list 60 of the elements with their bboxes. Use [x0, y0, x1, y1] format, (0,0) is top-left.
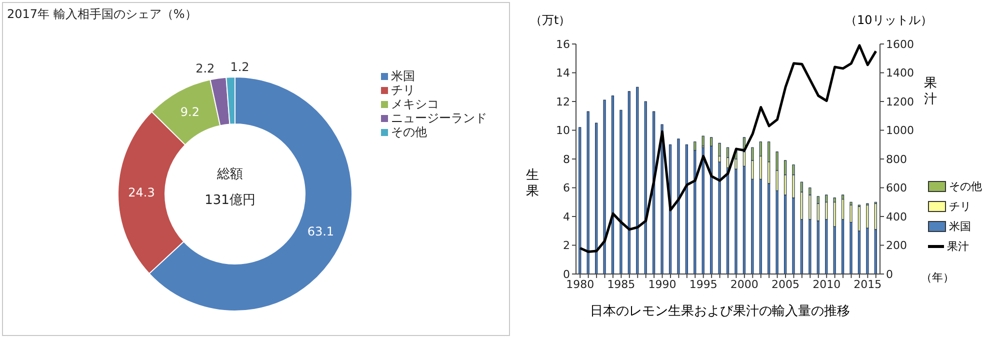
x-tick-label: 2010 [812, 278, 841, 291]
bar [628, 91, 630, 274]
x-tick-label: 2015 [854, 278, 882, 291]
line-series [578, 44, 878, 253]
data-label: 24.3 [128, 186, 155, 200]
bar [603, 100, 606, 274]
legend-label: メキシコ [390, 97, 440, 111]
x-tick-label: 1995 [689, 278, 718, 291]
y-axis-title: 生果 [526, 168, 540, 200]
text: 総額 [216, 166, 244, 183]
text: 131億円 [204, 192, 256, 209]
chart-title: 2017年 輸入相手国のシェア（%） [7, 6, 197, 23]
x-tick-label: 2000 [730, 278, 758, 291]
text: 日本のレモン生果および果汁の輸入量の推移 [589, 303, 851, 320]
text: （10リットル） [845, 12, 932, 29]
y-tick-label: 2 [563, 239, 570, 252]
legend-label: チリ [948, 198, 972, 214]
y-tick-label: 16 [556, 38, 570, 51]
legend-label: 米国 [390, 69, 416, 83]
bar [685, 144, 688, 274]
y2-tick-label: 1600 [886, 38, 914, 51]
y2-tick-label: 200 [886, 239, 907, 252]
bar [578, 127, 582, 274]
y-tick-label: 12 [556, 95, 570, 108]
legend-label: チリ [390, 83, 416, 97]
y-tick-label: 4 [563, 210, 570, 224]
y2-tick-label: 1000 [886, 124, 914, 138]
legend-label: 米国 [948, 218, 972, 234]
y-tick-label: 10 [556, 124, 570, 138]
bar [620, 110, 622, 274]
bar [636, 86, 639, 274]
data-label: 1.2 [230, 60, 250, 74]
bar [611, 95, 614, 274]
data-label: 2.2 [196, 61, 215, 76]
x-tick-label: 1985 [607, 278, 636, 291]
data-label: 9.2 [180, 105, 200, 120]
y2-tick-label: 400 [886, 210, 907, 224]
text: （万t） [530, 12, 571, 29]
x-tick-label: 2005 [772, 278, 800, 291]
legend-label: その他 [390, 125, 428, 139]
y2-tick-label: 600 [886, 182, 907, 195]
y-tick-label: 8 [563, 152, 570, 166]
bar [677, 138, 680, 274]
legend-label: 果汁 [946, 238, 970, 254]
y2-axis-title: 果汁 [924, 76, 938, 108]
y-tick-label: 14 [556, 66, 570, 80]
x-axis-title: （年） [921, 270, 954, 285]
bar [644, 101, 647, 274]
bar [595, 122, 598, 274]
legend-label: その他 [948, 178, 982, 194]
y2-tick-label: 1200 [886, 95, 914, 108]
bar [586, 111, 590, 274]
y2-tick-label: 1400 [886, 66, 914, 80]
x-tick-label: 1990 [648, 278, 676, 291]
data-label: 63.1 [307, 224, 334, 238]
y2-tick-label: 800 [886, 152, 907, 166]
y-tick-label: 6 [563, 182, 570, 195]
legend-label: ニュージーランド [390, 111, 487, 125]
bar [660, 124, 664, 274]
y2-tick-label: 0 [886, 268, 893, 281]
